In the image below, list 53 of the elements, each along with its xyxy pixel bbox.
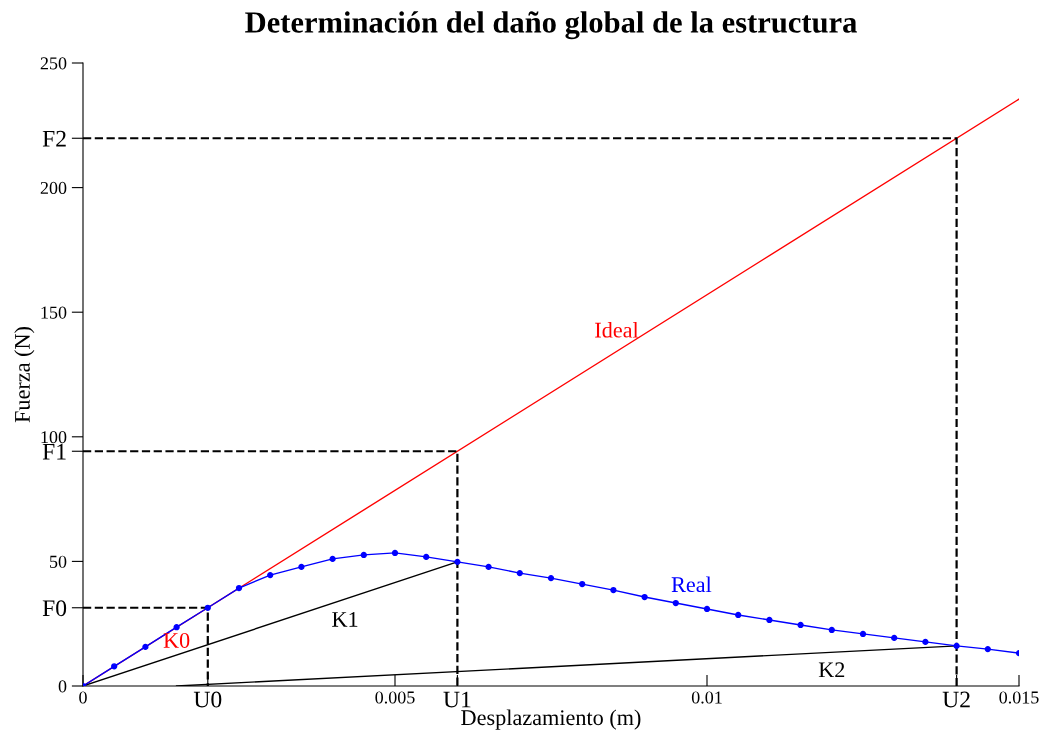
y-tick-label: 50 [50,555,67,568]
point [454,558,461,566]
point [735,611,742,619]
point [766,616,773,624]
x-tick-label: 0 [79,691,87,704]
y-tick-label: 150 [41,306,67,319]
series-label: K2 [818,662,845,678]
point [423,553,430,561]
point [672,599,679,607]
y-tick-label: F0 [42,600,67,617]
point [984,645,991,653]
point [953,642,960,650]
y-axis-title: Fuerza (N) [14,327,35,423]
point [641,593,648,601]
point [516,569,523,577]
point [360,551,367,559]
point [111,663,118,670]
point [329,555,336,563]
point [922,638,929,646]
point [204,604,211,611]
annotation: K0 [163,632,190,648]
x-tick-label: 0.005 [375,691,415,704]
y-tick-label: 200 [40,181,67,195]
point [859,630,867,638]
series-label: Ideal [595,321,639,338]
y-tick-label: 0 [58,680,67,693]
x-tick-label: U1 [443,691,471,708]
x-tick-label: U0 [193,691,222,708]
x-axis-title: Desplazamiento (m) [461,709,641,730]
x-tick-label: 0.01 [691,691,722,704]
y-tick-label: F1 [42,443,66,460]
point [485,563,492,571]
y-tick-label: F2 [42,130,66,147]
point [797,621,804,629]
point [267,571,274,579]
point [391,549,399,557]
y-tick-label: 250 [40,57,67,70]
point [828,626,835,634]
chart-title: Determinación del daño global de la estructura [245,11,857,40]
point [610,586,617,594]
x-tick-label: 0.015 [999,691,1039,704]
y-tick-label: 100 [41,431,67,444]
point [298,563,305,571]
point [173,624,180,631]
point [703,605,711,613]
series-label: K1 [332,612,358,627]
point [891,634,898,642]
point [235,584,243,592]
point [547,574,555,582]
point [579,580,586,588]
point [142,643,149,651]
series-label: Real [671,576,712,593]
x-tick-label: U2 [942,691,970,708]
